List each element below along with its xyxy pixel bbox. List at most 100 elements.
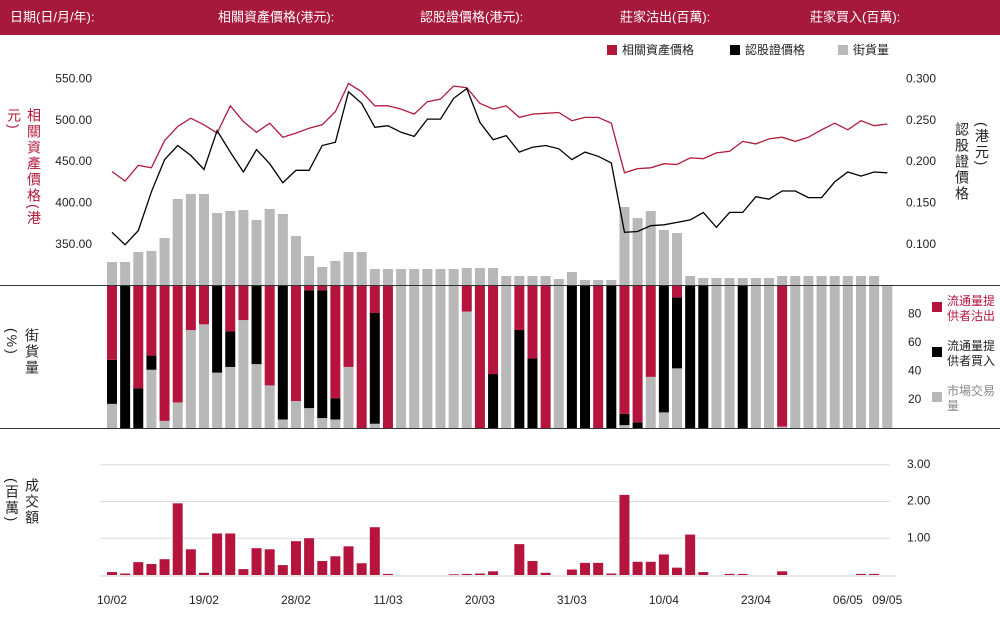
volume-bar <box>133 562 144 575</box>
street-stock-bar <box>159 238 170 285</box>
x-tick-label: 10/02 <box>97 593 127 607</box>
volume-bar <box>580 562 591 575</box>
volume-bar <box>317 561 328 575</box>
street-stock-bar <box>185 194 196 285</box>
street-stock-bar <box>409 269 420 285</box>
stack-segment <box>317 418 328 428</box>
volume-bar <box>212 533 223 575</box>
stack-segment <box>133 388 144 428</box>
header-label: 相關資產價格(港元): <box>218 9 334 24</box>
street-stock-bar <box>304 256 315 285</box>
street-stock-bar <box>448 269 459 285</box>
stack-segment <box>514 286 525 331</box>
stack-segment <box>777 286 788 427</box>
stack-segment <box>172 402 183 428</box>
stack-segment <box>672 286 683 298</box>
stack-segment <box>632 422 643 428</box>
legend-label: 相關資產價格 <box>622 42 694 57</box>
x-tick-label: 20/03 <box>465 593 495 607</box>
volume-bar <box>698 572 709 575</box>
stack-segment <box>146 286 157 356</box>
volume-bar <box>869 573 880 575</box>
volume-bar <box>461 573 472 575</box>
stack-segment <box>330 419 341 428</box>
street-stock-bar <box>540 276 551 285</box>
stack-segment <box>461 286 472 312</box>
stack-segment <box>238 320 249 428</box>
street-stock-bar <box>212 213 223 285</box>
stack-segment <box>146 369 157 428</box>
street-stock-bar <box>251 220 262 285</box>
street-stock-bar <box>527 276 538 285</box>
volume-bar <box>304 538 315 575</box>
legend-swatch <box>932 302 942 312</box>
volume-bar <box>855 573 866 575</box>
stack-segment <box>225 286 236 332</box>
volume-bar <box>685 534 696 575</box>
stack-segment <box>737 286 748 428</box>
volume-bar <box>566 569 577 575</box>
stack-segment <box>264 385 275 428</box>
y-tick-label: 3.00 <box>907 457 931 471</box>
y2-tick-label: 0.300 <box>906 72 936 86</box>
volume-bar <box>593 562 604 575</box>
stack-segment <box>396 286 407 428</box>
stack-segment <box>251 364 262 428</box>
street-stock-bar <box>382 269 393 285</box>
stack-segment <box>855 286 866 428</box>
stack-segment <box>474 286 485 428</box>
street-stock-bar <box>107 262 117 285</box>
volume-bar <box>540 572 551 575</box>
stack-segment <box>304 290 315 409</box>
x-tick-label: 19/02 <box>189 593 219 607</box>
stack-segment <box>750 286 761 428</box>
legend-swatch <box>932 392 942 402</box>
stack-segment <box>764 286 774 428</box>
stack-segment <box>698 286 709 428</box>
street-stock-bar <box>435 269 446 285</box>
stack-segment <box>159 420 170 428</box>
stack-segment <box>146 355 157 370</box>
y-tick-label: 350.00 <box>55 237 92 251</box>
street-stock-bar <box>672 233 683 285</box>
stack-segment <box>553 286 564 428</box>
street-stock-bar <box>869 276 880 285</box>
price-line <box>111 82 888 182</box>
street-stock-bar <box>553 279 564 285</box>
volume-bar <box>645 561 656 575</box>
stack-segment <box>658 412 669 428</box>
volume-bar <box>264 549 275 575</box>
street-stock-bar <box>422 269 433 285</box>
y-axis-label: 相關資產價格(港元) <box>6 108 42 227</box>
street-stock-bar <box>277 214 288 285</box>
volume-bar <box>277 565 288 575</box>
stack-segment <box>107 286 117 360</box>
volume-bar <box>251 548 262 575</box>
volume-bar <box>606 573 617 575</box>
stack-segment <box>724 286 735 428</box>
header-label: 日期(日/月/年): <box>10 9 95 24</box>
street-stock-bar <box>790 276 801 285</box>
x-tick-label: 23/04 <box>741 593 771 607</box>
street-stock-bar <box>566 272 577 285</box>
street-stock-bar <box>317 267 328 285</box>
stack-segment <box>290 401 301 428</box>
stack-segment <box>317 286 328 291</box>
stack-segment <box>159 286 170 421</box>
volume-bar <box>146 563 157 575</box>
legend-label: 流通量提供者買入 <box>947 339 996 368</box>
street-stock-bar <box>645 211 656 285</box>
y-tick-label: 20 <box>908 392 922 406</box>
y2-axis-label: 認股證價格(港元) <box>954 122 990 202</box>
stack-segment <box>842 286 853 428</box>
stack-segment <box>619 413 630 426</box>
x-tick-label: 28/02 <box>281 593 311 607</box>
volume-bar <box>724 573 735 575</box>
stack-segment <box>658 286 669 413</box>
volume-bar <box>658 554 669 575</box>
stack-segment <box>580 286 591 428</box>
stack-segment <box>290 286 301 402</box>
street-stock-bar <box>764 278 774 285</box>
street-stock-bar <box>777 276 788 285</box>
stack-segment <box>711 286 722 428</box>
